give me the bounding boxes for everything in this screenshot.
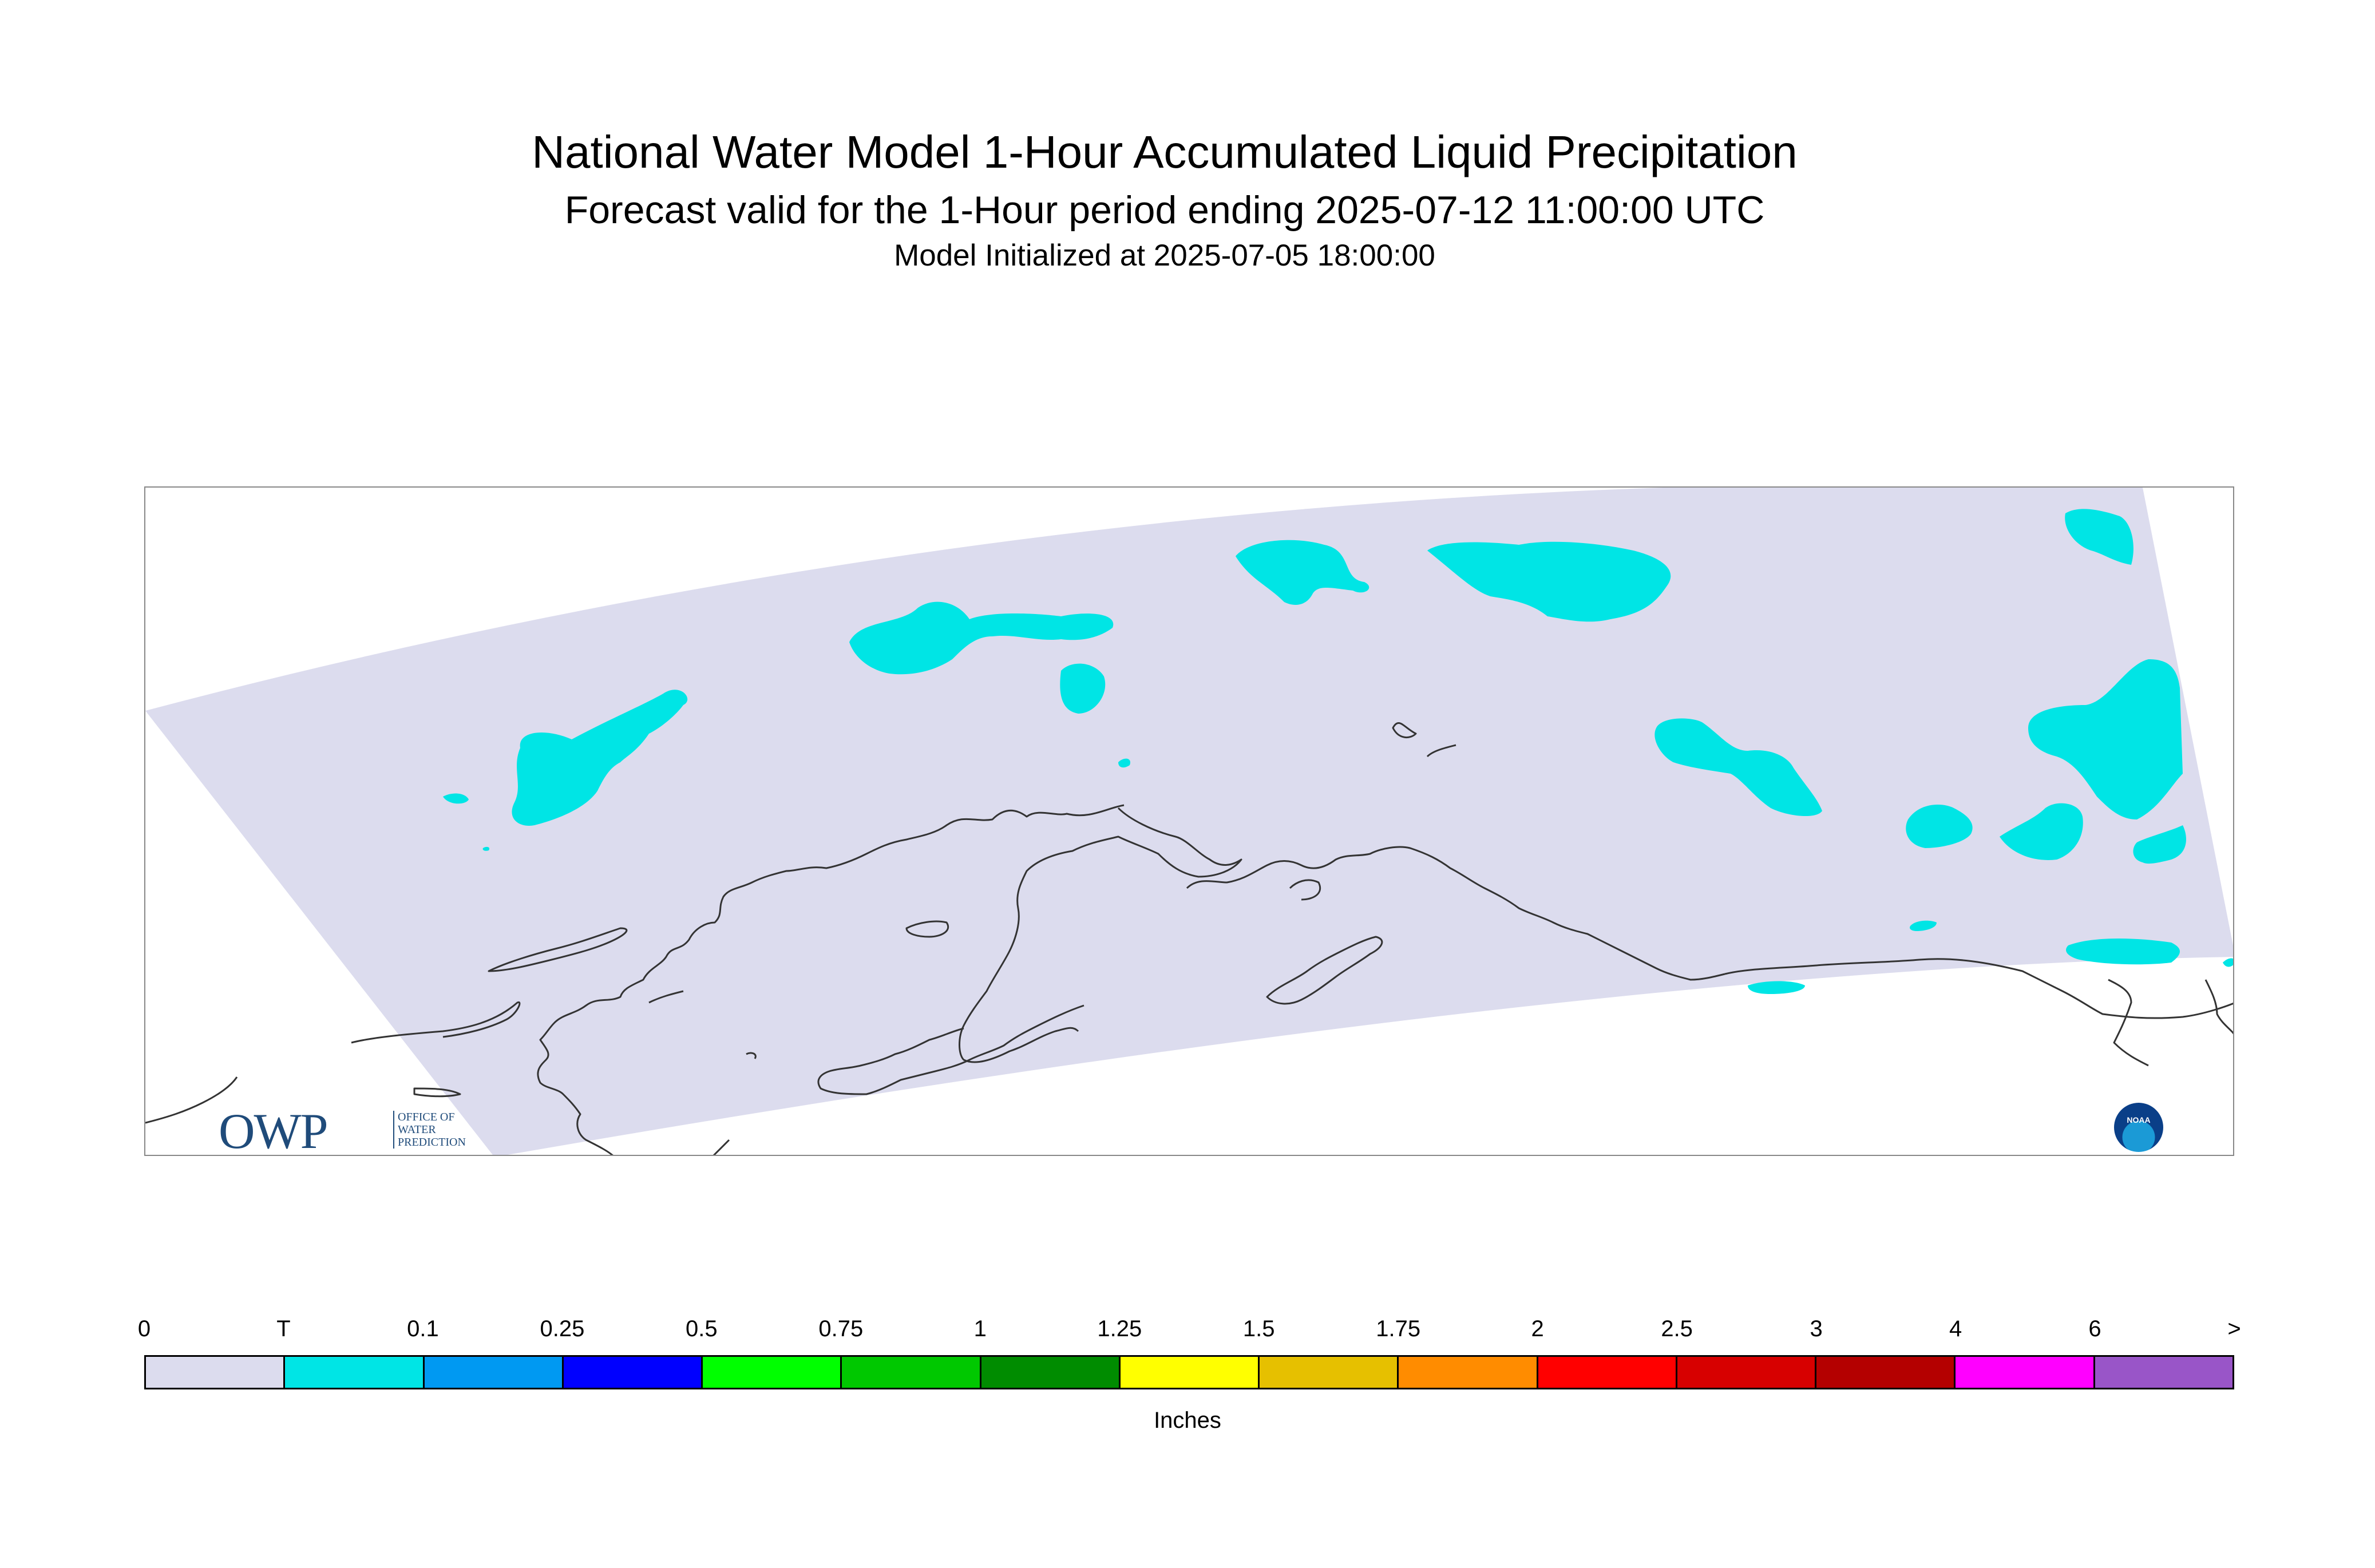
pribilof: [746, 1052, 757, 1059]
aleutian-coast: [1289, 879, 1321, 901]
siberia-coast: [351, 1001, 521, 1044]
colorbar-tick-label: 1: [973, 1316, 987, 1341]
colorbar-cell: [842, 1357, 981, 1388]
cook-inlet-coast: [1186, 846, 1725, 981]
st-lawrence-island: [488, 927, 628, 972]
yukon-delta: [648, 990, 684, 1004]
beaufort-islands: [1392, 722, 1417, 739]
colorbar: [144, 1355, 2234, 1389]
kodiak-island: [1266, 936, 1383, 1005]
colorbar-tick-label: 2.5: [1661, 1316, 1693, 1341]
chart-title: National Water Model 1-Hour Accumulated …: [532, 126, 1798, 177]
colorbar-cell: [1260, 1357, 1399, 1388]
init-subtitle: Model Initialized at 2025-07-05 18:00:00: [894, 239, 1435, 272]
alaska-mainland-coast: [537, 804, 1125, 1155]
colorbar-cell: [1677, 1357, 1817, 1388]
colorbar-tick-label: 0.75: [818, 1316, 864, 1341]
colorbar-cell: [981, 1357, 1121, 1388]
colorbar-tick-label: 1.5: [1242, 1316, 1275, 1341]
owp-logo: OWP OFFICE OF WATER PREDICTION: [219, 1103, 466, 1156]
model-domain: [145, 488, 2233, 1155]
coastlines: [145, 722, 2233, 1155]
alaska-peninsula: [817, 1004, 1084, 1095]
mackenzie-coast: [2108, 979, 2149, 1067]
colorbar-cell: [1816, 1357, 1956, 1388]
colorbar-tick-label: 0.25: [540, 1316, 585, 1341]
trace-precip-areas: [443, 509, 2233, 994]
colorbar-units: Inches: [1154, 1408, 1221, 1433]
colorbar-cell: [1538, 1357, 1677, 1388]
colorbar-cell: [2095, 1357, 2232, 1388]
colorbar-tick-label: 1.75: [1376, 1316, 1421, 1341]
owp-logo-text: OFFICE OF WATER PREDICTION: [393, 1111, 501, 1149]
colorbar-cell: [1956, 1357, 2095, 1388]
noaa-logo: NOAA: [2114, 1103, 2163, 1152]
colorbar-tick-label: 0.1: [407, 1316, 439, 1341]
greenland-coast: [2204, 979, 2233, 1035]
precipitation-map: OWP OFFICE OF WATER PREDICTION NOAA: [144, 486, 2234, 1156]
southeast-coast: [1724, 958, 2233, 1019]
colorbar-cell: [424, 1357, 564, 1388]
colorbar-tick-label: 0: [137, 1316, 151, 1341]
map-canvas: [145, 488, 2233, 1155]
colorbar-cell: [703, 1357, 842, 1388]
owp-logo-mark: OWP: [219, 1104, 328, 1156]
nunivak-island: [905, 920, 949, 938]
forecast-subtitle: Forecast valid for the 1-Hour period end…: [564, 188, 1765, 232]
chukotka-coast: [145, 1076, 238, 1124]
colorbar-tick-label: >: [2227, 1316, 2241, 1341]
colorbar-tick-label: 6: [2088, 1316, 2101, 1341]
kamchatka: [712, 1139, 730, 1155]
colorbar-tick-label: T: [276, 1316, 291, 1341]
colorbar-tick-label: 4: [1949, 1316, 1962, 1341]
colorbar-cell: [1120, 1357, 1260, 1388]
colorbar-tick-label: 0.5: [686, 1316, 718, 1341]
colorbar-cell: [563, 1357, 703, 1388]
colorbar-cell: [1399, 1357, 1538, 1388]
colorbar-tick-label: 1.25: [1097, 1316, 1142, 1341]
colorbar-tick-label: 2: [1531, 1316, 1544, 1341]
colorbar-cell: [285, 1357, 425, 1388]
bristol-bay-coast: [959, 807, 1242, 1063]
banks-island: [1426, 744, 1456, 758]
noaa-logo-text: NOAA: [2127, 1115, 2151, 1124]
colorbar-cell: [146, 1357, 286, 1388]
gulf-islands: [413, 1087, 461, 1098]
colorbar-tick-label: 3: [1810, 1316, 1823, 1341]
